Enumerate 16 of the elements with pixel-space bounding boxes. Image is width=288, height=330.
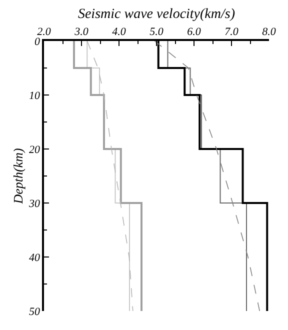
y-tick-label: 30 — [28, 198, 41, 210]
y-tick-label: 10 — [29, 90, 41, 102]
y-tick-label: 50 — [29, 306, 41, 318]
y-tick-label: 0 — [34, 36, 41, 48]
x-tick-label: 8.0 — [262, 26, 276, 38]
x-tick-label: 5.0 — [150, 26, 164, 38]
x-axis-title: Seismic wave velocity(km/s) — [78, 6, 236, 22]
x-tick-label: 7.0 — [224, 26, 239, 38]
x-tick-label: 6.0 — [187, 26, 202, 38]
y-tick-label: 20 — [29, 144, 41, 156]
y-tick-label: 40 — [29, 252, 41, 264]
y-axis-title: Depth(km) — [10, 148, 26, 205]
x-tick-label: 4.0 — [112, 26, 126, 38]
line-series — [73, 41, 142, 311]
x-tick-label: 3.0 — [74, 26, 89, 38]
x-tick-label: 2.0 — [37, 26, 52, 38]
